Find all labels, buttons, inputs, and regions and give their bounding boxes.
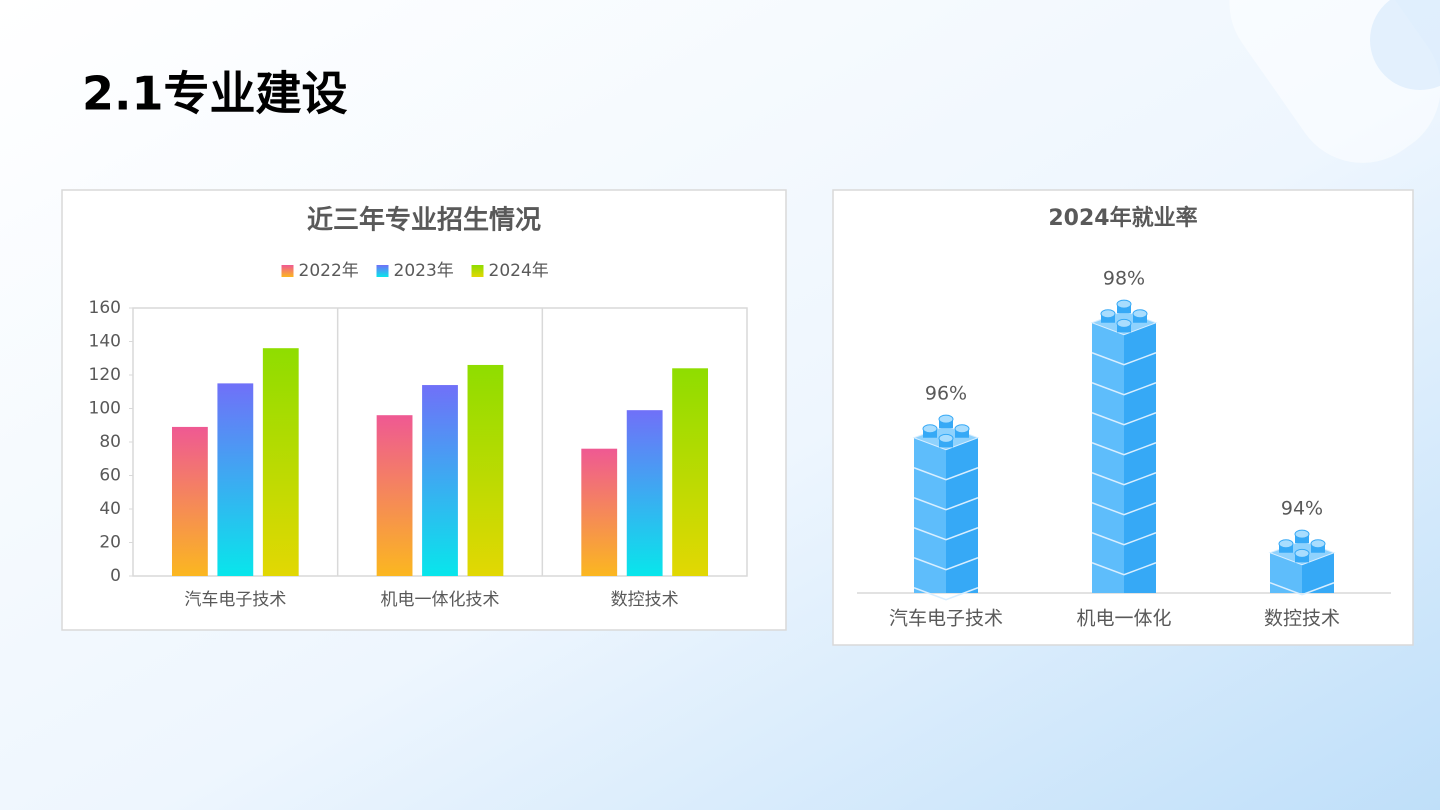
y-tick-label: 100 bbox=[89, 399, 121, 419]
legend-swatch bbox=[376, 265, 389, 277]
bar-face bbox=[1270, 552, 1302, 593]
x-tick-label: 数控技术 bbox=[1264, 608, 1340, 630]
bar bbox=[171, 426, 208, 576]
x-tick-label: 数控技术 bbox=[611, 590, 679, 610]
stud-top bbox=[1278, 539, 1294, 549]
bar bbox=[376, 415, 413, 576]
y-tick-label: 20 bbox=[99, 533, 121, 553]
y-tick-label: 0 bbox=[110, 566, 121, 586]
block-line bbox=[1091, 502, 1157, 516]
block-bar bbox=[1090, 299, 1158, 593]
legend-label: 2023年 bbox=[394, 261, 454, 281]
x-tick-label: 汽车电子技术 bbox=[184, 590, 286, 610]
block-line bbox=[913, 557, 979, 571]
y-tick-label: 140 bbox=[89, 332, 121, 352]
block-line bbox=[1269, 582, 1335, 596]
stud-top bbox=[1116, 318, 1132, 328]
stud-top bbox=[1116, 299, 1132, 309]
bar bbox=[626, 410, 663, 576]
stud-top bbox=[1132, 309, 1148, 319]
stud-top bbox=[954, 424, 970, 434]
legend-label: 2024年 bbox=[489, 261, 549, 281]
bar bbox=[672, 368, 709, 576]
legend-label: 2022年 bbox=[299, 261, 359, 281]
bar bbox=[467, 364, 504, 576]
block-bar bbox=[1268, 529, 1336, 596]
stud-top bbox=[1310, 539, 1326, 549]
bar-face bbox=[1092, 322, 1124, 593]
block-bar bbox=[912, 414, 980, 601]
bar bbox=[262, 348, 299, 576]
value-label: 98% bbox=[1103, 267, 1145, 289]
value-label: 94% bbox=[1281, 497, 1323, 519]
bar-face bbox=[914, 437, 946, 593]
y-tick-label: 160 bbox=[89, 298, 121, 318]
bar-face bbox=[946, 437, 978, 593]
y-tick-label: 120 bbox=[89, 365, 121, 385]
block-line bbox=[1091, 472, 1157, 486]
y-tick-label: 60 bbox=[99, 466, 121, 486]
bar bbox=[422, 385, 458, 576]
decor bbox=[1229, 0, 1440, 163]
block-line bbox=[1091, 562, 1157, 576]
stud-top bbox=[1294, 529, 1310, 539]
bar bbox=[581, 448, 618, 576]
block-line bbox=[1091, 352, 1157, 366]
chart-title: 2024年就业率 bbox=[1048, 205, 1197, 231]
page-title: 2.1专业建设 bbox=[82, 67, 348, 121]
block-line bbox=[913, 467, 979, 481]
stud-top bbox=[1294, 548, 1310, 558]
y-tick-label: 80 bbox=[99, 432, 121, 452]
x-tick-label: 汽车电子技术 bbox=[889, 608, 1003, 630]
block-line bbox=[1091, 382, 1157, 396]
block-line bbox=[913, 587, 979, 601]
legend-swatch bbox=[471, 265, 484, 277]
bar-face bbox=[1124, 322, 1156, 593]
legend-swatch bbox=[281, 265, 294, 277]
value-label: 96% bbox=[925, 382, 967, 404]
block-line bbox=[1091, 532, 1157, 546]
stud-top bbox=[1100, 309, 1116, 319]
block-line bbox=[1091, 442, 1157, 456]
bar bbox=[217, 383, 254, 576]
block-line bbox=[913, 497, 979, 511]
x-tick-label: 机电一体化技术 bbox=[381, 590, 500, 610]
block-line bbox=[913, 527, 979, 541]
block-line bbox=[1091, 412, 1157, 426]
decor bbox=[1370, 0, 1440, 90]
stud-top bbox=[938, 433, 954, 443]
stud-top bbox=[922, 424, 938, 434]
y-tick-label: 40 bbox=[99, 499, 121, 519]
stud-top bbox=[938, 414, 954, 424]
chart-title: 近三年专业招生情况 bbox=[307, 205, 541, 236]
bar-face bbox=[1302, 552, 1334, 593]
x-tick-label: 机电一体化 bbox=[1076, 608, 1171, 630]
